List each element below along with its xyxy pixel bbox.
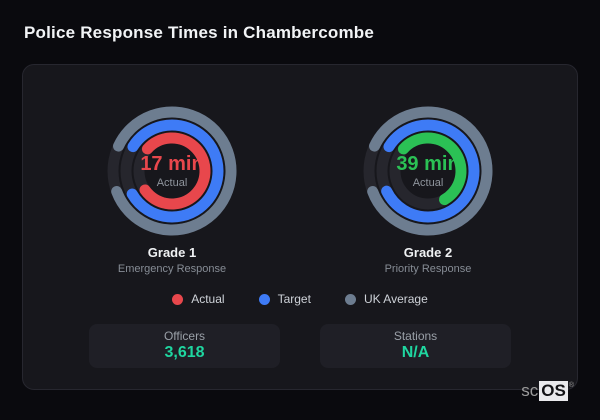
chart-legend: Actual Target UK Average: [23, 292, 577, 306]
gauge-grade-2-subtitle: Priority Response: [384, 263, 472, 275]
legend-dot-uk-average: [344, 293, 356, 305]
gauge-grade-2-chart: 39 min Actual: [358, 101, 498, 241]
gauge-grade-2-title: Grade 2: [403, 245, 453, 260]
legend-dot-actual: [172, 293, 184, 305]
stats-row: Officers 3,618 Stations N/A: [23, 324, 577, 368]
registered-mark-icon: ®: [568, 382, 574, 389]
scos-logo-prefix: sc: [521, 381, 539, 400]
gauge-grade-1: 17 min Actual Grade 1 Emergency Response: [97, 101, 247, 275]
stat-value-stations: N/A: [401, 344, 430, 361]
stat-label-stations: Stations: [393, 329, 438, 343]
legend-item-target[interactable]: Target: [258, 292, 311, 306]
gauges-row: 17 min Actual Grade 1 Emergency Response…: [23, 101, 577, 275]
legend-item-actual[interactable]: Actual: [172, 292, 225, 306]
gauge-grade-2-rings: [363, 106, 493, 236]
stat-card-stations: Stations N/A: [320, 324, 511, 368]
uk-average-ring-arc: [107, 106, 237, 236]
target-ring-arc: [376, 119, 480, 223]
gauge-grade-1-chart: 17 min Actual: [102, 101, 242, 241]
legend-label-actual: Actual: [191, 292, 225, 306]
gauge-grade-1-title: Grade 1: [147, 245, 197, 260]
gauge-grade-1-rings: [107, 106, 237, 236]
gauge-grade-2: 39 min Actual Grade 2 Priority Response: [353, 101, 503, 275]
stat-card-officers: Officers 3,618: [89, 324, 280, 368]
stat-value-officers: 3,618: [164, 344, 205, 361]
actual-ring-arc: [133, 132, 211, 210]
legend-label-uk-average: UK Average: [363, 292, 428, 306]
stat-label-officers: Officers: [163, 329, 206, 343]
legend-dot-target: [258, 293, 270, 305]
legend-item-uk-average[interactable]: UK Average: [344, 292, 428, 306]
gauge-grade-1-subtitle: Emergency Response: [117, 263, 227, 275]
dashboard-card: 17 min Actual Grade 1 Emergency Response…: [22, 64, 578, 390]
actual-ring-arc: [389, 132, 467, 210]
page-title: Police Response Times in Chambercombe: [24, 23, 375, 42]
scos-logo: sc OS ®: [521, 381, 574, 401]
scos-logo-box: OS: [539, 381, 568, 401]
target-ring-arc: [120, 119, 224, 223]
legend-label-target: Target: [277, 292, 311, 306]
uk-average-ring-arc: [363, 106, 493, 236]
